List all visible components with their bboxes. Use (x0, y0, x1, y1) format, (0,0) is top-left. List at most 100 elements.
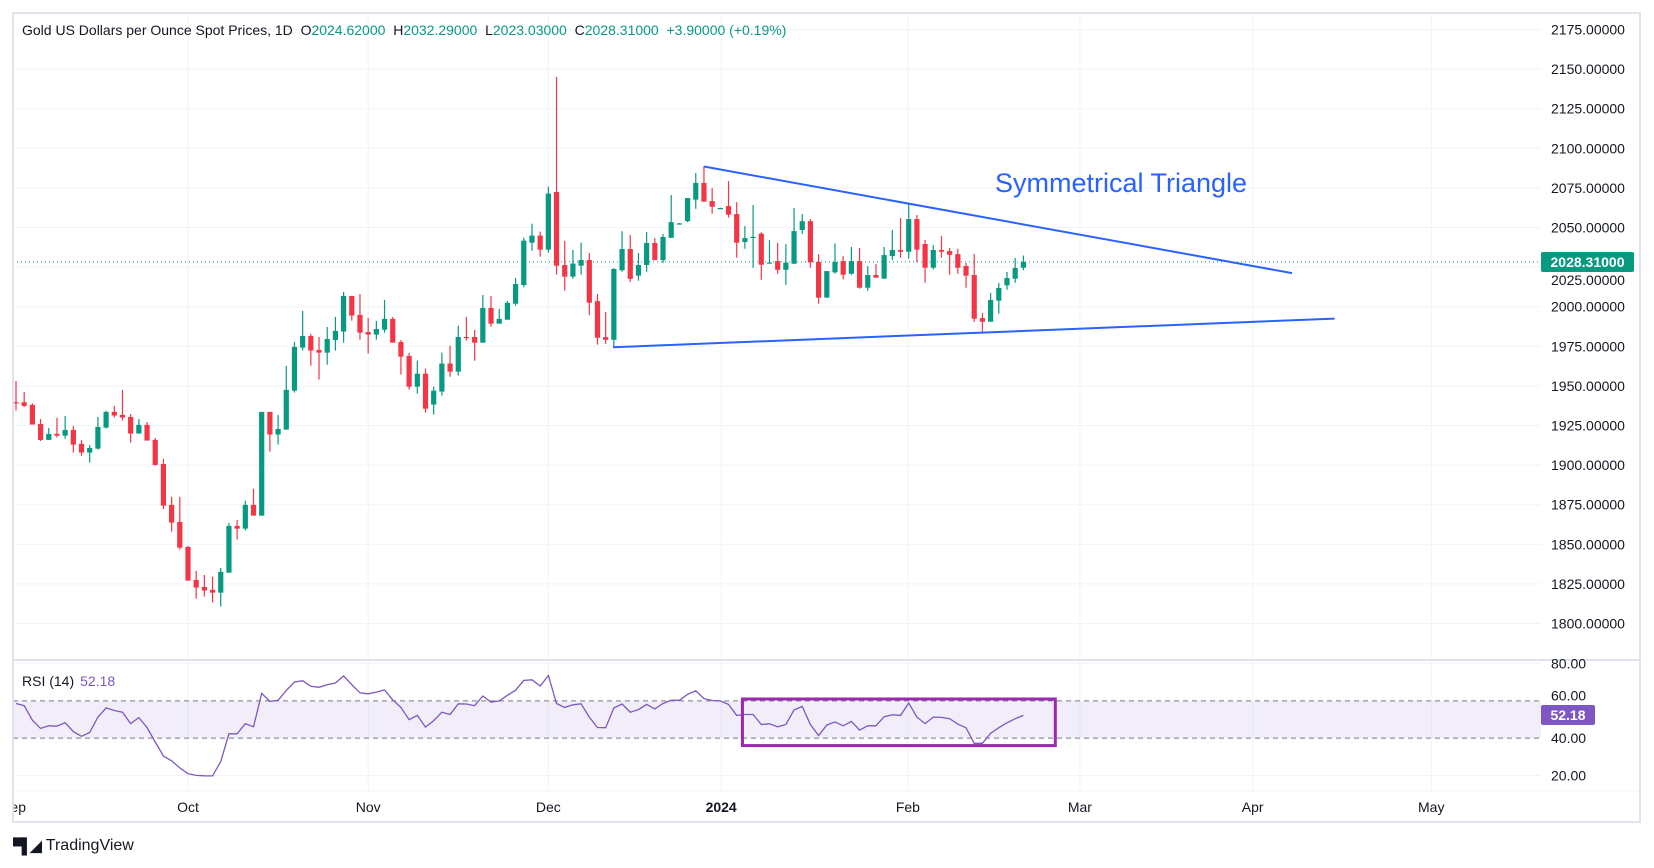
time-tick-label: Nov (356, 799, 381, 815)
candle-up (889, 230, 895, 260)
candle-body (21, 402, 27, 406)
candle-body (341, 295, 347, 332)
time-tick-label: Feb (896, 799, 920, 815)
candle-body (54, 433, 60, 436)
candle-up (103, 410, 109, 429)
candle-body (316, 349, 322, 353)
candle-body (521, 240, 527, 285)
candle-body (791, 231, 797, 264)
candle-up (1012, 258, 1018, 283)
candle-body (873, 275, 879, 278)
candle-up (865, 265, 871, 291)
candle-down (947, 248, 953, 275)
candle-body (603, 337, 609, 340)
rsi-line (15, 674, 1024, 777)
candle-down (873, 264, 879, 278)
high-label: H (393, 22, 404, 38)
candle-body (611, 269, 617, 340)
candle-down (111, 405, 117, 418)
candle-body (578, 259, 584, 266)
candle-down (119, 389, 126, 421)
candle-body (734, 214, 740, 243)
tradingview-logo-icon: ▀▌◢ (13, 838, 42, 855)
rsi-tick-label: 60.00 (1551, 687, 1586, 703)
candle-up (1020, 255, 1026, 271)
candle-body (373, 329, 379, 335)
candle-body (472, 336, 478, 343)
candle-body (242, 504, 248, 529)
candle-body (996, 288, 1002, 301)
candle-down (177, 496, 183, 550)
candle-up (660, 233, 666, 264)
candle-body (979, 318, 986, 322)
candle-up (824, 271, 830, 298)
price-tick-label: 1850.00000 (1551, 536, 1625, 552)
price-tick-label: 2125.00000 (1551, 101, 1625, 117)
candle-body (930, 249, 936, 268)
candle-down (160, 458, 167, 509)
candle-body (390, 318, 396, 343)
candle-body (136, 424, 142, 434)
candle-body (87, 447, 93, 453)
candle-down (807, 219, 814, 268)
candle-down (193, 570, 199, 599)
candle-body (799, 221, 805, 231)
candle-up (783, 244, 789, 285)
low-value: 2023.03000 (492, 22, 567, 38)
candle-up (87, 444, 93, 463)
candle-body (177, 521, 183, 548)
time-tick-label: Dec (536, 799, 561, 815)
candle-down (734, 202, 740, 258)
price-tick-label: 1950.00000 (1551, 378, 1625, 394)
candle-up (324, 326, 330, 365)
candle-body (46, 433, 52, 440)
candle-up (431, 386, 437, 415)
time-tick-label: Oct (177, 799, 199, 815)
candle-up (996, 282, 1002, 314)
candle-body (111, 411, 117, 416)
candle-down (349, 295, 355, 321)
candle-down (185, 545, 191, 581)
candle-body (570, 263, 576, 277)
trendline-upper (703, 165, 1293, 275)
candle-body (988, 300, 994, 322)
candle-up (480, 294, 486, 343)
rsi-name: RSI (14) (22, 673, 75, 689)
candle-down (390, 316, 396, 343)
candle-down (938, 236, 945, 258)
rsi-legend: RSI (14) 52.18 (22, 673, 115, 689)
candle-body (267, 411, 273, 435)
rsi-axis: 80.00 60.00 40.00 20.00 (1551, 656, 1586, 784)
candle-down (201, 574, 207, 597)
candle-down (144, 422, 150, 441)
candle-body (529, 235, 535, 243)
pattern-annotation[interactable]: Symmetrical Triangle (995, 168, 1248, 198)
candle-down (856, 248, 863, 289)
price-axis: 2175.00000 2150.00000 2125.00000 2100.00000… (1551, 22, 1625, 632)
candle-body (37, 423, 44, 440)
candle-up (742, 226, 748, 249)
candle-down (78, 439, 85, 456)
candle-body (185, 546, 191, 581)
symbol-title: Gold US Dollars per Ounce Spot Prices, 1… (22, 22, 293, 38)
candle-up (242, 500, 248, 531)
candle-body (562, 265, 568, 277)
candle-body (856, 261, 863, 288)
candle-body (300, 336, 306, 348)
trendline-lower (613, 317, 1335, 349)
candle-up (570, 249, 576, 279)
tradingview-logo[interactable]: ▀▌◢ TradingView (13, 837, 134, 855)
candle-body (717, 208, 723, 210)
candle-up (414, 360, 420, 394)
candle-down (627, 235, 633, 282)
candle-body (816, 262, 822, 298)
candle-body (414, 373, 420, 387)
candle-body (627, 249, 633, 279)
candle-down (488, 295, 494, 327)
candle-body (725, 206, 732, 215)
rsi-tick-label: 80.00 (1551, 656, 1586, 672)
candle-down (357, 294, 363, 340)
candle-up (300, 310, 306, 351)
candle-up (832, 243, 838, 274)
